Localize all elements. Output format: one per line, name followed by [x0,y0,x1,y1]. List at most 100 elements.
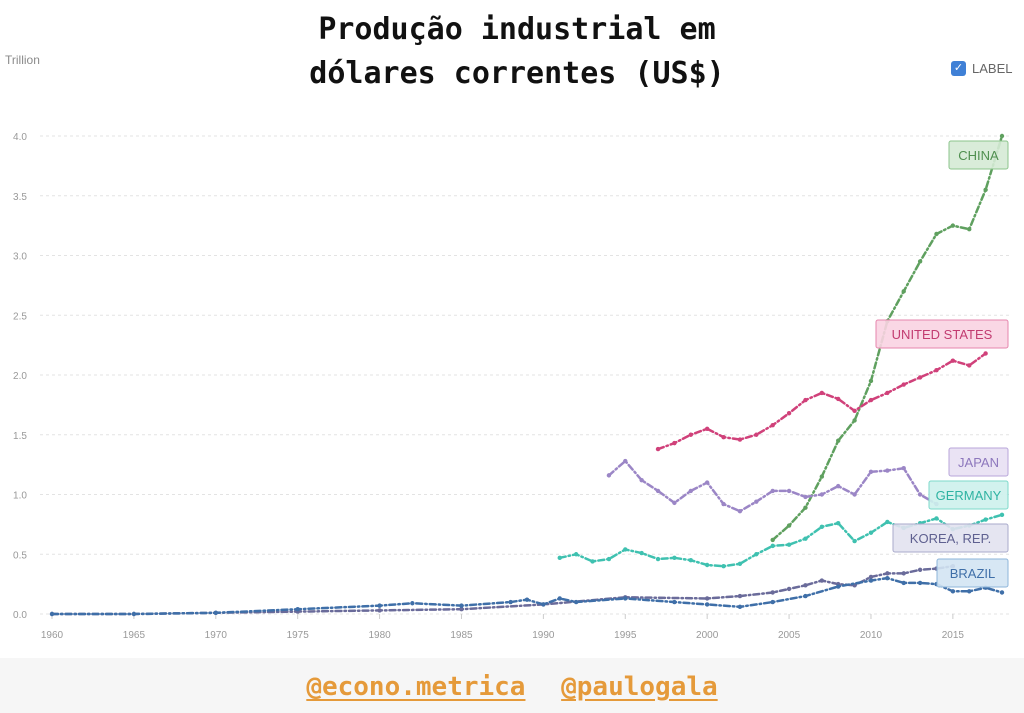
data-point[interactable] [885,468,890,473]
data-point[interactable] [983,187,988,192]
data-point[interactable] [852,492,857,497]
data-point[interactable] [786,523,792,528]
data-point[interactable] [819,524,825,529]
data-point[interactable] [721,434,726,440]
footer-handle-paulogala[interactable]: @paulogala [561,672,718,702]
data-point[interactable] [410,601,415,606]
footer-handle-econometrica[interactable]: @econo.metrica [306,672,526,702]
data-point[interactable] [803,505,808,510]
data-point[interactable] [737,593,743,599]
data-point[interactable] [901,289,906,294]
data-point[interactable] [49,611,55,617]
data-point[interactable] [967,589,972,594]
data-point[interactable] [721,501,726,507]
data-point[interactable] [786,542,792,547]
data-point[interactable] [541,602,546,607]
data-point[interactable] [917,492,923,497]
data-point[interactable] [901,580,906,586]
series-germany[interactable] [557,512,1005,569]
data-point[interactable] [655,446,661,452]
data-point[interactable] [917,375,923,380]
data-point[interactable] [459,603,464,608]
data-point[interactable] [901,571,906,576]
data-point[interactable] [213,610,218,616]
data-point[interactable] [639,477,644,483]
data-point[interactable] [901,466,906,471]
data-point[interactable] [885,575,890,581]
data-point[interactable] [836,584,841,589]
data-point[interactable] [737,561,743,567]
data-point[interactable] [590,559,595,564]
data-point[interactable] [901,382,906,387]
data-point[interactable] [803,593,808,599]
data-point[interactable] [868,397,874,403]
data-point[interactable] [868,574,874,580]
data-point[interactable] [623,547,628,552]
data-point[interactable] [655,556,661,562]
data-point[interactable] [934,231,939,237]
data-point[interactable] [803,397,808,403]
data-point[interactable] [295,607,300,612]
data-point[interactable] [803,536,808,541]
data-point[interactable] [688,488,693,494]
data-point[interactable] [655,488,661,494]
data-point[interactable] [852,538,857,544]
data-point[interactable] [704,480,710,485]
data-point[interactable] [868,530,874,535]
data-point[interactable] [623,596,628,601]
data-point[interactable] [803,494,808,500]
data-point[interactable] [836,520,841,526]
data-point[interactable] [737,509,743,514]
data-point[interactable] [770,422,775,428]
data-point[interactable] [868,378,874,384]
label-toggle[interactable]: ✓ LABEL [951,61,1012,76]
data-point[interactable] [508,599,513,605]
data-point[interactable] [672,440,677,446]
data-point[interactable] [885,519,890,525]
data-point[interactable] [754,552,759,557]
data-point[interactable] [786,488,792,494]
series-japan[interactable] [606,458,939,514]
data-point[interactable] [704,426,710,431]
data-point[interactable] [885,571,890,576]
data-point[interactable] [917,567,923,572]
data-point[interactable] [819,578,825,583]
data-point[interactable] [377,608,382,613]
data-point[interactable] [606,473,612,478]
data-point[interactable] [836,396,841,402]
data-point[interactable] [672,500,677,506]
data-point[interactable] [524,597,530,602]
data-point[interactable] [672,555,677,561]
data-point[interactable] [623,458,628,464]
data-point[interactable] [819,390,825,396]
data-point[interactable] [836,483,841,489]
series-united-states[interactable] [655,351,988,452]
data-point[interactable] [131,611,137,617]
data-point[interactable] [999,590,1005,595]
data-point[interactable] [950,358,956,363]
data-point[interactable] [557,555,562,561]
data-point[interactable] [983,351,988,356]
data-point[interactable] [950,223,956,228]
data-point[interactable] [852,408,857,414]
data-point[interactable] [852,418,857,423]
data-point[interactable] [737,437,743,442]
data-point[interactable] [704,562,710,568]
data-point[interactable] [836,438,841,443]
data-point[interactable] [967,227,972,232]
data-point[interactable] [934,516,939,521]
data-point[interactable] [917,580,923,586]
data-point[interactable] [819,492,825,497]
data-point[interactable] [868,578,874,583]
data-point[interactable] [786,411,792,416]
data-point[interactable] [688,558,693,563]
data-point[interactable] [868,469,874,474]
data-point[interactable] [573,599,579,605]
data-point[interactable] [917,259,923,264]
data-point[interactable] [573,552,579,557]
data-point[interactable] [819,474,825,479]
data-point[interactable] [557,596,562,601]
series-brazil[interactable] [49,575,1005,617]
data-point[interactable] [459,607,464,612]
data-point[interactable] [737,604,743,610]
